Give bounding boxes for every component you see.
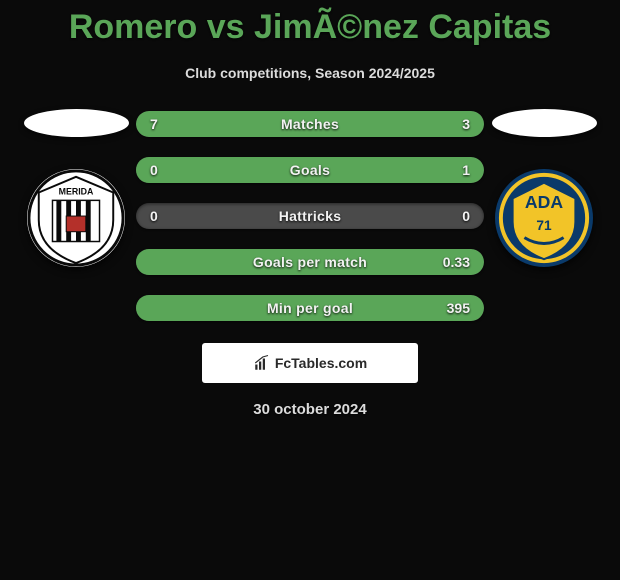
- stat-value-right: 3: [462, 111, 470, 137]
- chart-icon: [253, 354, 271, 372]
- stat-value-right: 1: [462, 157, 470, 183]
- stat-label: Goals per match: [136, 249, 484, 275]
- stat-label: Matches: [136, 111, 484, 137]
- stat-bar: Goals0 1: [136, 157, 484, 183]
- stat-value-right: 0: [462, 203, 470, 229]
- date-text: 30 october 2024: [0, 401, 620, 418]
- stat-bar: Min per goal395: [136, 295, 484, 321]
- stats-column: Matches73Goals01Hattricks00Goals per mat…: [136, 109, 484, 321]
- svg-text:ADA: ADA: [525, 192, 563, 212]
- right-crest-icon: ADA 71: [495, 169, 593, 267]
- subtitle: Club competitions, Season 2024/2025: [0, 65, 620, 81]
- left-flag-icon: [24, 109, 129, 137]
- stat-value-right: 395: [447, 295, 470, 321]
- stat-label: Hattricks: [136, 203, 484, 229]
- stat-bar: Hattricks0 0: [136, 203, 484, 229]
- left-crest-icon: MERIDA: [27, 169, 125, 267]
- right-flag-icon: [492, 109, 597, 137]
- stat-bar: Goals per match0.33: [136, 249, 484, 275]
- right-player-col: ADA 71: [484, 109, 604, 267]
- left-player-col: MERIDA: [16, 109, 136, 267]
- stat-value-left: 0: [150, 157, 158, 183]
- stat-label: Goals: [136, 157, 484, 183]
- stat-value-left: 0: [150, 203, 158, 229]
- stat-label: Min per goal: [136, 295, 484, 321]
- stat-bar: Matches7 3: [136, 111, 484, 137]
- svg-text:71: 71: [536, 218, 552, 233]
- stat-value-right: 0.33: [443, 249, 470, 275]
- svg-text:MERIDA: MERIDA: [59, 186, 94, 196]
- page-title: Romero vs JimÃ©nez Capitas: [0, 0, 620, 47]
- attribution-text: FcTables.com: [275, 355, 367, 371]
- stat-value-left: 7: [150, 111, 158, 137]
- comparison-row: MERIDA Matches73Goals01Hattricks00Goals …: [0, 109, 620, 321]
- attribution-badge: FcTables.com: [202, 343, 418, 383]
